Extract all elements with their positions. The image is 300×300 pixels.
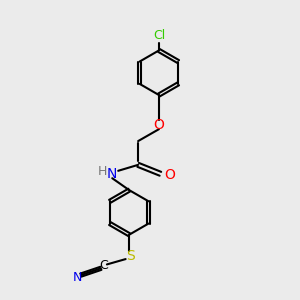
Text: N: N: [73, 271, 82, 284]
Text: H: H: [98, 166, 107, 178]
Text: S: S: [126, 248, 135, 262]
Text: O: O: [154, 118, 164, 132]
Text: N: N: [107, 167, 117, 181]
Text: Cl: Cl: [153, 29, 165, 42]
Text: O: O: [164, 168, 175, 182]
Text: C: C: [100, 260, 108, 272]
